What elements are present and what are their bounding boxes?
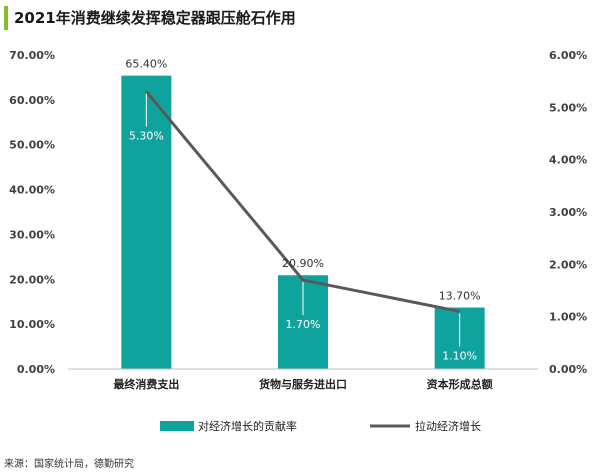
line-series (145, 90, 460, 313)
category-label: 货物与服务进出口 (258, 377, 347, 391)
bar-value-label: 20.90% (282, 257, 324, 270)
line-value-label: 1.10% (442, 349, 477, 362)
right-axis-tick-label: 3.00% (549, 206, 587, 219)
left-axis-tick-label: 0.00% (17, 363, 55, 376)
right-axis-tick-label: 0.00% (549, 363, 587, 376)
right-axis-tick-label: 5.00% (549, 101, 587, 114)
source-note: 来源：国家统计局，德勤研究 (4, 459, 134, 470)
category-label: 资本形成总额 (427, 377, 493, 391)
legend-line-label: 拉动经济增长 (415, 419, 481, 433)
left-axis-tick-label: 30.00% (9, 228, 55, 241)
left-axis-tick-label: 10.00% (9, 318, 55, 331)
legend-bar-label: 对经济增长的贡献率 (198, 419, 297, 433)
bar-value-label: 65.40% (125, 58, 167, 71)
line-value-label: 1.70% (286, 318, 321, 331)
left-axis-tick-label: 70.00% (9, 49, 55, 62)
chart-title: 2021年消费继续发挥稳定器跟压舱石作用 (14, 9, 296, 27)
right-axis-tick-label: 1.00% (549, 311, 587, 324)
right-axis-tick-label: 6.00% (549, 49, 587, 62)
left-axis-tick-label: 40.00% (9, 184, 55, 197)
line-value-label: 5.30% (129, 130, 164, 143)
category-label: 最终消费支出 (113, 377, 179, 391)
right-axis-tick-label: 2.00% (549, 258, 587, 271)
bar-value-label: 13.70% (439, 290, 481, 303)
legend-bar-swatch (160, 421, 194, 431)
left-axis-tick-label: 60.00% (9, 94, 55, 107)
left-axis-tick-label: 20.00% (9, 273, 55, 286)
title-accent-bar (4, 6, 8, 30)
left-axis-tick-label: 50.00% (9, 139, 55, 152)
right-axis-tick-label: 4.00% (549, 154, 587, 167)
